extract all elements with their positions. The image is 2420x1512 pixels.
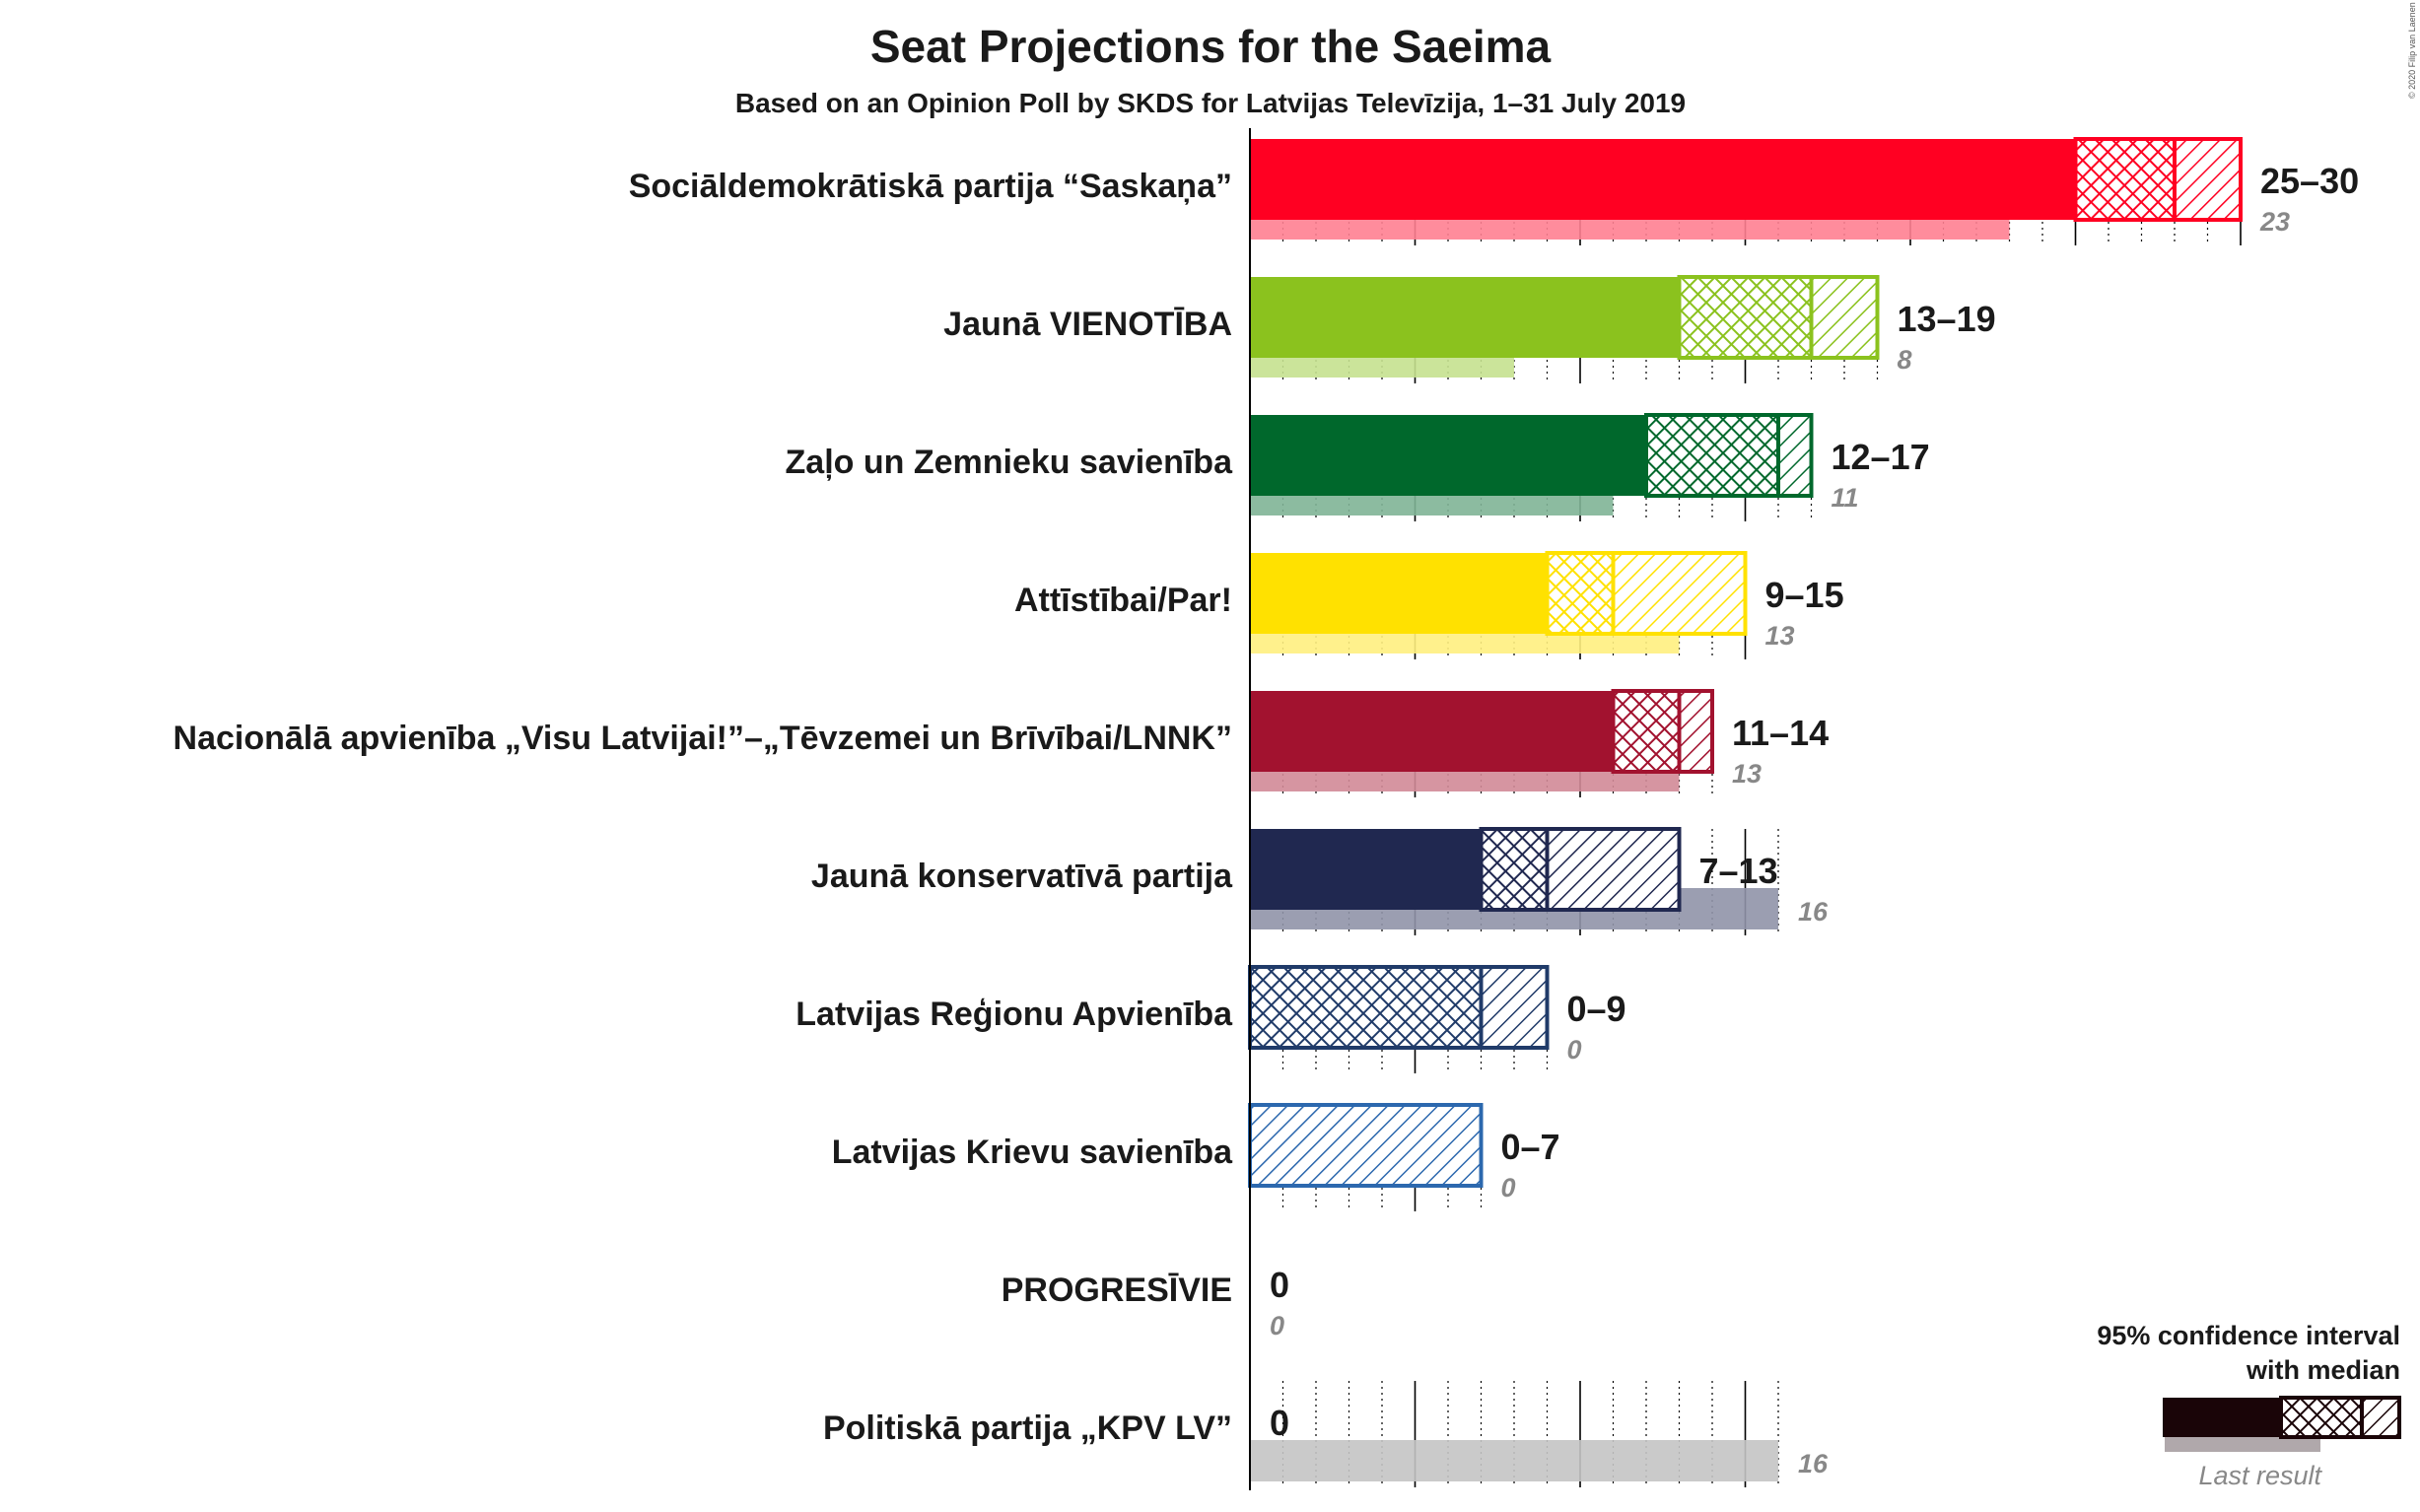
last-result-label: 23 — [2259, 207, 2290, 237]
range-label: 0–9 — [1567, 989, 1626, 1029]
interval-outer-bar — [1677, 689, 1714, 774]
solid-bar — [1250, 691, 1614, 772]
chart-title: Seat Projections for the Saeima — [870, 21, 1552, 72]
legend-last-result-label: Last result — [2198, 1461, 2322, 1490]
interval-inner-bar — [1479, 827, 1550, 912]
range-label: 0 — [1270, 1265, 1289, 1305]
range-label: 7–13 — [1699, 851, 1778, 891]
interval-outer-bar — [1809, 275, 1880, 360]
interval-inner-bar — [1644, 413, 1780, 498]
legend: 95% confidence interval with median Last… — [2097, 1321, 2401, 1490]
interval-outer-bar — [1479, 965, 1550, 1050]
last-result-label: 13 — [1765, 621, 1795, 651]
legend-title-line1: 95% confidence interval — [2097, 1321, 2400, 1350]
interval-inner-bar — [1545, 551, 1616, 636]
party-label: Sociāldemokrātiskā partija “Saskaņa” — [629, 168, 1232, 205]
last-result-label: 0 — [1501, 1173, 1516, 1203]
party-label: Latvijas Krievu savienība — [832, 1134, 1233, 1171]
party-bars: Sociāldemokrātiskā partija “Saskaņa” 25–3… — [173, 137, 2359, 1487]
last-result-label: 0 — [1567, 1035, 1582, 1065]
party-label: Politiskā partija „KPV LV” — [823, 1409, 1232, 1447]
party-label: Latvijas Reģionu Apvienība — [795, 996, 1233, 1033]
range-label: 12–17 — [1832, 437, 1930, 477]
range-label: 11–14 — [1732, 713, 1829, 753]
legend-last-result-swatch — [2165, 1435, 2320, 1452]
interval-inner-bar — [1677, 275, 1814, 360]
solid-bar — [1250, 829, 1482, 910]
party-label: Jaunā VIENOTĪBA — [943, 306, 1232, 343]
party-label: Zaļo un Zemnieku savienība — [786, 444, 1234, 481]
interval-outer-bar — [1776, 413, 1814, 498]
last-result-label: 13 — [1732, 759, 1762, 789]
legend-median-swatch — [2163, 1398, 2281, 1437]
party-label: PROGRESĪVIE — [1002, 1271, 1232, 1309]
chart-subtitle: Based on an Opinion Poll by SKDS for Lat… — [735, 88, 1686, 118]
interval-inner-bar — [1611, 689, 1682, 774]
interval-outer-bar — [1611, 551, 1748, 636]
party-label: Jaunā konservatīvā partija — [811, 858, 1233, 895]
legend-inner-interval-hatch — [2283, 1400, 2360, 1435]
last-result-label: 11 — [1832, 483, 1859, 513]
interval-inner-bar — [2073, 137, 2177, 222]
interval-inner-bar — [1248, 965, 1484, 1050]
party-label: Attīstībai/Par! — [1014, 582, 1232, 619]
range-label: 9–15 — [1765, 575, 1844, 615]
solid-bar — [1250, 139, 2076, 220]
solid-bar — [1250, 415, 1646, 496]
legend-title-line2: with median — [2246, 1355, 2400, 1385]
legend-outer-interval-hatch — [2364, 1400, 2397, 1435]
solid-bar — [1250, 277, 1680, 358]
solid-bar — [1250, 553, 1548, 634]
last-result-label: 16 — [1798, 1449, 1829, 1478]
party-label: Nacionālā apvienība „Visu Latvijai!”–„Tē… — [173, 720, 1232, 757]
last-result-bar — [1250, 1440, 1778, 1481]
last-result-label: 0 — [1270, 1311, 1284, 1340]
last-result-label: 8 — [1898, 345, 1912, 375]
copyright-note: © 2020 Filip van Laenen — [2407, 2, 2417, 99]
range-label: 25–30 — [2260, 161, 2359, 201]
last-result-label: 16 — [1798, 897, 1829, 927]
range-label: 0 — [1270, 1403, 1289, 1443]
interval-outer-bar — [1248, 1103, 1484, 1188]
interval-outer-bar — [2173, 137, 2243, 222]
range-label: 0–7 — [1501, 1127, 1560, 1167]
range-label: 13–19 — [1898, 299, 1996, 339]
interval-outer-bar — [1545, 827, 1682, 912]
